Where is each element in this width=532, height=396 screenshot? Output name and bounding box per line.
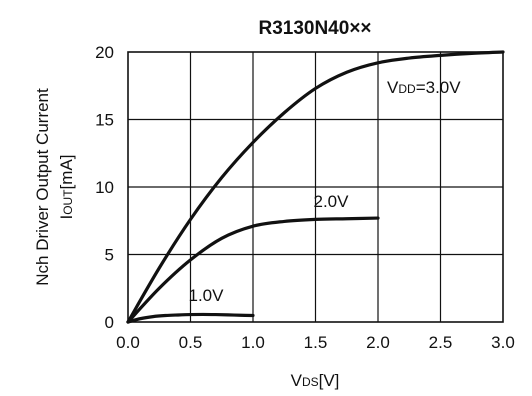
plot-frame [127, 51, 504, 323]
x-axis-label-main: V [291, 371, 303, 390]
series-1v-line [126, 312, 255, 324]
series-label-vdd-3v: VDD=3.0V [387, 78, 461, 97]
x-tick-label: 1.5 [304, 333, 328, 352]
y-axis-label-line1: Nch Driver Output Current [33, 88, 52, 286]
x-axis-label-sub: DS [302, 375, 319, 389]
y-tick-label: 5 [105, 246, 114, 265]
series-2v-line [126, 216, 380, 324]
series-vdd-3v-line [126, 50, 505, 324]
series-labels: VDD=3.0V 2.0V 1.0V [189, 78, 462, 305]
y-axis-label-sub: OUT [61, 189, 75, 215]
x-tick-label: 0.5 [179, 333, 203, 352]
y-axis-label-line2: IOUT[mA] [57, 154, 76, 219]
y-tick-label: 10 [95, 178, 114, 197]
series-label-1v: 1.0V [189, 286, 225, 305]
grid [128, 52, 503, 322]
y-tick-label: 20 [95, 43, 114, 62]
y-tick-label: 15 [95, 111, 114, 130]
y-axis-label-unit: [mA] [57, 154, 76, 189]
x-tick-label: 0.0 [116, 333, 140, 352]
x-axis-label-unit: [V] [319, 371, 340, 390]
x-tick-label: 1.0 [241, 333, 265, 352]
series-label-2v: 2.0V [314, 192, 350, 211]
y-tick-label: 0 [105, 313, 114, 332]
x-axis-label: VDS[V] [291, 371, 340, 390]
x-tick-label: 2.5 [429, 333, 453, 352]
y-axis-label: Nch Driver Output Current IOUT[mA] [33, 88, 76, 286]
series-label-2v-main: 2.0V [314, 192, 350, 211]
curves [126, 50, 505, 324]
y-axis-label-main: I [57, 215, 76, 220]
series-label-vdd-3v-sub: DD [398, 82, 416, 96]
series-label-1v-main: 1.0V [189, 286, 225, 305]
series-label-vdd-3v-rest: =3.0V [416, 78, 462, 97]
series-label-vdd-3v-main: V [387, 78, 399, 97]
x-tick-label: 3.0 [491, 333, 515, 352]
tick-labels: 0.0 0.5 1.0 1.5 2.0 2.5 3.0 0 5 10 15 20 [95, 43, 515, 352]
x-tick-label: 2.0 [366, 333, 390, 352]
chart-title: R3130N40×× [258, 18, 371, 39]
